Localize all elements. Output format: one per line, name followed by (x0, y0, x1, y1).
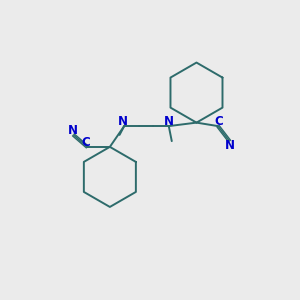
Text: N: N (224, 139, 235, 152)
Text: C: C (81, 136, 90, 149)
Text: N: N (118, 115, 128, 128)
Text: C: C (214, 116, 223, 128)
Text: N: N (164, 115, 174, 128)
Text: N: N (68, 124, 78, 137)
